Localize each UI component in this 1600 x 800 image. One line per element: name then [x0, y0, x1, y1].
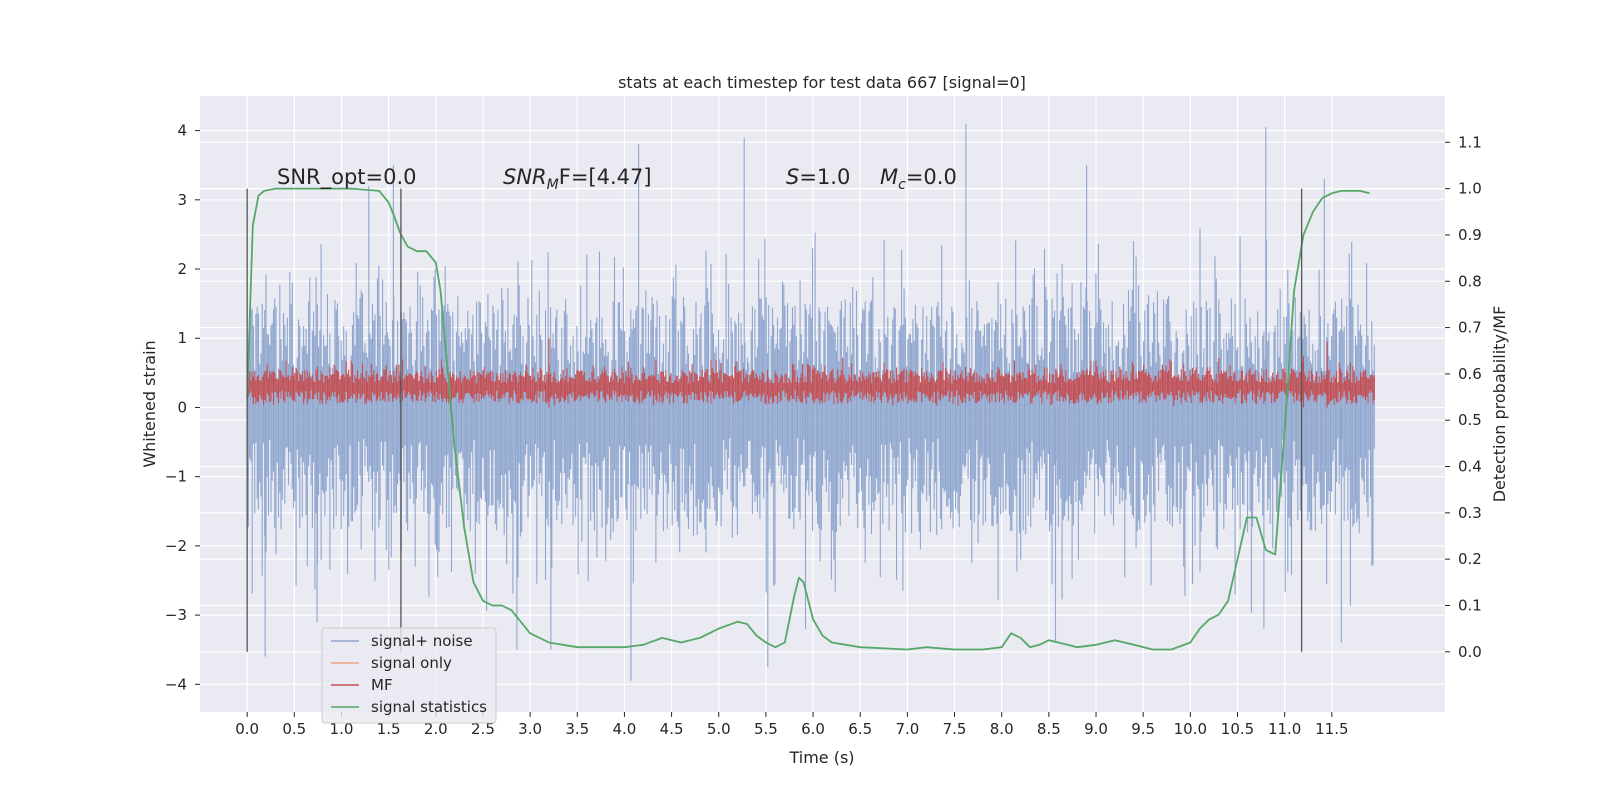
y-tick-label: −1	[165, 468, 187, 486]
snr-mf-sub: M	[547, 177, 559, 193]
legend-box	[321, 627, 497, 724]
y-tick-label: 1	[177, 329, 187, 347]
right-axis-label: Detection probability/MF	[1490, 306, 1509, 503]
legend-label-mf: MF	[371, 676, 393, 694]
y-axis-ticks: 4 3 2 1 0 −1 −2 −3 −4	[165, 122, 200, 693]
right-tick-label: 0.5	[1458, 411, 1482, 429]
chart-title: stats at each timestep for test data 667…	[618, 73, 1026, 92]
right-tick-label: 0.7	[1458, 319, 1482, 337]
mc-annotation: Mc=0.0	[880, 165, 957, 193]
y-tick-label: 4	[177, 122, 187, 140]
x-axis-ticks: 0.0 0.5 1.0 1.5 2.0 2.5 3.0 3.5 4.0 4.5 5.0 5.5 6.0 6…	[235, 712, 1349, 738]
snr-mf-base: SNR	[503, 165, 547, 189]
x-tick-label: 9.0	[1084, 720, 1108, 738]
right-tick-label: 0.2	[1458, 550, 1482, 568]
x-tick-label: 0.0	[235, 720, 259, 738]
s-var: S	[786, 165, 799, 189]
snr-opt-annotation: SNR_opt=0.0	[277, 165, 417, 190]
x-tick-label: 11.5	[1315, 720, 1348, 738]
right-tick-label: 0.0	[1458, 643, 1482, 661]
x-tick-label: 4.0	[613, 720, 637, 738]
right-tick-label: 0.6	[1458, 365, 1482, 383]
s-annotation: S=1.0	[786, 165, 850, 189]
x-tick-label: 7.0	[895, 720, 919, 738]
x-tick-label: 8.0	[990, 720, 1014, 738]
legend-label-signal-statistics: signal statistics	[371, 698, 487, 716]
right-axis-ticks: 1.1 1.0 0.9 0.8 0.7 0.6 0.5 0.4 0.3 0.2 0.1 0.0	[1445, 133, 1482, 661]
s-val: =1.0	[799, 165, 850, 189]
y-axis-label: Whitened strain	[140, 340, 159, 467]
x-tick-label: 1.5	[377, 720, 401, 738]
right-tick-label: 0.1	[1458, 596, 1482, 614]
x-tick-label: 3.0	[518, 720, 542, 738]
x-tick-label: 10.0	[1174, 720, 1207, 738]
x-tick-label: 6.0	[801, 720, 825, 738]
right-tick-label: 0.8	[1458, 272, 1482, 290]
x-tick-label: 2.5	[471, 720, 495, 738]
y-tick-label: 3	[177, 191, 187, 209]
legend: signal+ noise signal only MF signal stat…	[321, 627, 497, 724]
legend-label-signal-only: signal only	[371, 654, 452, 672]
mc-sub: c	[898, 177, 906, 193]
right-tick-label: 1.1	[1458, 133, 1482, 151]
x-tick-label: 11.0	[1268, 720, 1301, 738]
snr-mf-annotation: SNRMF=[4.47]	[503, 165, 652, 193]
mc-val: =0.0	[906, 165, 957, 189]
right-tick-label: 0.3	[1458, 504, 1482, 522]
x-tick-label: 8.5	[1037, 720, 1061, 738]
right-tick-label: 1.0	[1458, 180, 1482, 198]
x-tick-label: 10.5	[1221, 720, 1254, 738]
y-tick-label: −3	[165, 606, 187, 624]
x-tick-label: 9.5	[1131, 720, 1155, 738]
mc-var: M	[880, 165, 898, 189]
y-tick-label: 2	[177, 260, 187, 278]
x-tick-label: 5.0	[707, 720, 731, 738]
x-tick-label: 1.0	[330, 720, 354, 738]
x-axis-label: Time (s)	[788, 748, 854, 767]
x-tick-label: 5.5	[754, 720, 778, 738]
right-tick-label: 0.4	[1458, 458, 1482, 476]
y-tick-label: −4	[165, 675, 187, 693]
x-tick-label: 4.5	[660, 720, 684, 738]
x-tick-label: 0.5	[282, 720, 306, 738]
x-tick-label: 7.5	[943, 720, 967, 738]
x-tick-label: 3.5	[565, 720, 589, 738]
y-tick-label: 0	[177, 398, 187, 416]
snr-mf-tail: F=[4.47]	[559, 165, 652, 189]
y-tick-label: −2	[165, 537, 187, 555]
signal-statistics-series	[246, 187, 1370, 651]
legend-label-signal-noise: signal+ noise	[371, 632, 473, 650]
marker-lines	[246, 188, 1303, 652]
x-tick-label: 6.5	[848, 720, 872, 738]
x-tick-label: 2.0	[424, 720, 448, 738]
right-tick-label: 0.9	[1458, 226, 1482, 244]
